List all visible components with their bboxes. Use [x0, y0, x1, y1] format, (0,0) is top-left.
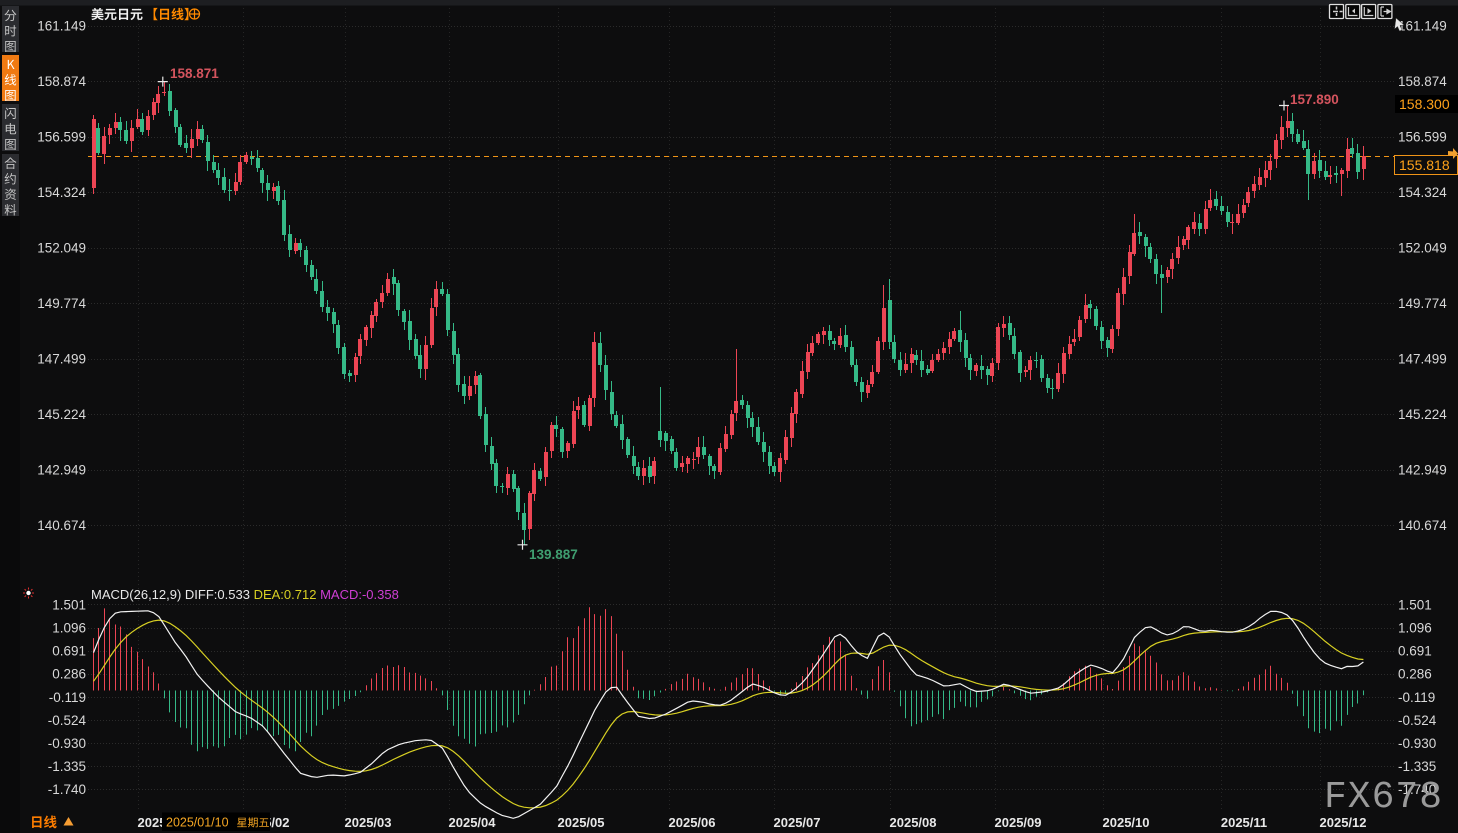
svg-text:152.049: 152.049	[37, 241, 86, 256]
svg-text:0.286: 0.286	[52, 667, 86, 682]
svg-text:-0.119: -0.119	[49, 690, 86, 705]
svg-text:152.049: 152.049	[1398, 241, 1447, 256]
svg-text:2025/10: 2025/10	[1103, 815, 1150, 830]
svg-text:154.324: 154.324	[37, 185, 86, 200]
svg-text:-0.930: -0.930	[1398, 736, 1436, 751]
svg-text:-1.335: -1.335	[48, 759, 86, 774]
svg-text:-0.119: -0.119	[1398, 690, 1435, 705]
svg-text:142.949: 142.949	[1398, 463, 1447, 478]
svg-text:MACD(26,12,9) DIFF:0.533 DEA:: MACD(26,12,9) DIFF:0.533 DEA:0.712 MACD:…	[91, 587, 399, 602]
svg-text:156.599: 156.599	[1398, 130, 1447, 145]
svg-text:-1.335: -1.335	[1398, 759, 1436, 774]
svg-text:2025/12: 2025/12	[1320, 815, 1367, 830]
svg-text:142.949: 142.949	[37, 463, 86, 478]
svg-text:139.887: 139.887	[529, 547, 578, 562]
svg-text:-0.524: -0.524	[1398, 713, 1437, 728]
svg-text:149.774: 149.774	[1398, 296, 1447, 311]
svg-text:-1.740: -1.740	[1398, 782, 1436, 797]
svg-text:147.499: 147.499	[37, 352, 86, 367]
svg-text:-1.740: -1.740	[48, 782, 86, 797]
svg-text:2025/07: 2025/07	[774, 815, 821, 830]
svg-text:2025/05: 2025/05	[558, 815, 605, 830]
svg-text:161.149: 161.149	[1398, 19, 1447, 34]
svg-text:157.890: 157.890	[1290, 92, 1339, 107]
svg-text:2025/11: 2025/11	[1221, 815, 1267, 830]
svg-text:154.324: 154.324	[1398, 185, 1447, 200]
svg-text:140.674: 140.674	[37, 518, 86, 533]
svg-text:2025/03: 2025/03	[345, 815, 392, 830]
svg-text:2025/08: 2025/08	[890, 815, 937, 830]
svg-text:0.286: 0.286	[1398, 667, 1432, 682]
svg-text:1.501: 1.501	[52, 597, 86, 612]
svg-text:FX678: FX678	[1324, 776, 1443, 819]
svg-text:1.501: 1.501	[1398, 597, 1432, 612]
svg-text:158.300: 158.300	[1399, 96, 1450, 112]
svg-text:155.818: 155.818	[1399, 157, 1450, 173]
svg-text:0.691: 0.691	[52, 644, 86, 659]
svg-text:145.224: 145.224	[37, 407, 86, 422]
svg-text:158.871: 158.871	[170, 66, 219, 81]
svg-text:2025/09: 2025/09	[995, 815, 1042, 830]
svg-text:2025/06: 2025/06	[669, 815, 716, 830]
svg-text:-0.524: -0.524	[48, 713, 87, 728]
svg-text:2025/04: 2025/04	[449, 815, 497, 830]
svg-text:145.224: 145.224	[1398, 407, 1447, 422]
svg-text:140.674: 140.674	[1398, 518, 1447, 533]
svg-text:1.096: 1.096	[1398, 621, 1432, 636]
svg-text:147.499: 147.499	[1398, 352, 1447, 367]
svg-text:158.874: 158.874	[1398, 74, 1447, 89]
svg-text:156.599: 156.599	[37, 130, 86, 145]
svg-text:161.149: 161.149	[37, 19, 86, 34]
svg-text:1.096: 1.096	[52, 621, 86, 636]
svg-text:149.774: 149.774	[37, 296, 86, 311]
svg-text:158.874: 158.874	[37, 74, 86, 89]
svg-text:-0.930: -0.930	[48, 736, 86, 751]
svg-text:0.691: 0.691	[1398, 644, 1432, 659]
svg-text:2025/01/10: 2025/01/10	[166, 816, 229, 830]
